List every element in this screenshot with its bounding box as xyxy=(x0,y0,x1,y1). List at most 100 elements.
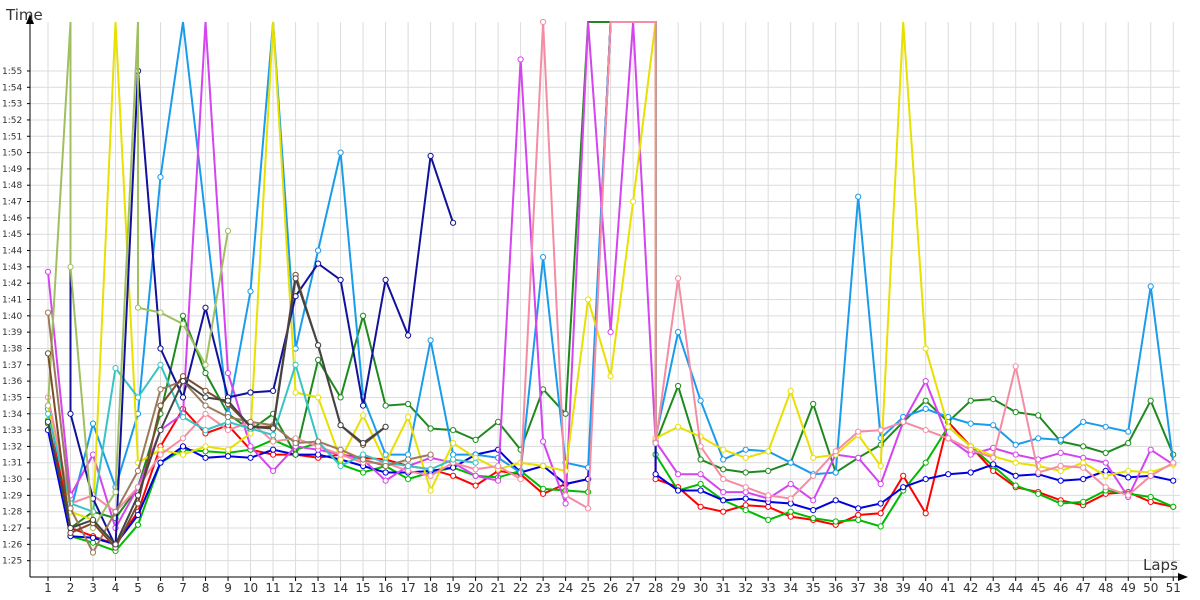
data-point xyxy=(157,361,164,368)
data-point xyxy=(292,451,299,458)
data-point xyxy=(562,500,569,507)
data-point xyxy=(652,440,659,447)
data-point xyxy=(67,263,74,270)
data-point xyxy=(472,459,479,466)
x-tick-label: 24 xyxy=(558,581,573,595)
series-line xyxy=(47,312,431,555)
x-tick-label: 3 xyxy=(89,581,97,595)
x-tick-label: 18 xyxy=(423,581,438,595)
y-tick-label: 1:31 xyxy=(2,459,22,469)
y-tick-label: 1:44 xyxy=(2,247,22,257)
y-tick-label: 1:28 xyxy=(2,508,22,518)
x-tick-label: 26 xyxy=(603,581,618,595)
y-tick-label: 1:25 xyxy=(2,557,22,567)
data-point xyxy=(675,382,682,390)
data-point xyxy=(44,410,52,417)
data-point xyxy=(495,418,502,425)
data-point xyxy=(360,456,367,463)
x-tick-label: 34 xyxy=(783,581,798,595)
data-point xyxy=(405,462,412,470)
data-point xyxy=(472,482,479,489)
x-tick-label: 43 xyxy=(986,581,1001,595)
x-tick-label: 8 xyxy=(202,581,210,595)
data-point xyxy=(134,304,142,311)
data-point xyxy=(900,484,907,491)
x-tick-label: 33 xyxy=(761,581,776,595)
data-point xyxy=(382,477,389,484)
data-point xyxy=(202,427,209,434)
data-point xyxy=(224,427,232,434)
data-point xyxy=(810,472,817,479)
x-tick-label: 20 xyxy=(468,581,483,595)
data-point xyxy=(1102,472,1109,479)
data-point xyxy=(765,467,772,474)
data-point xyxy=(787,459,794,466)
data-point xyxy=(179,443,187,450)
x-tick-label: 17 xyxy=(400,581,415,595)
x-tick-label: 42 xyxy=(963,581,978,595)
data-point xyxy=(67,524,74,532)
data-point xyxy=(134,521,142,528)
data-point xyxy=(270,446,277,453)
data-point xyxy=(1147,446,1154,453)
data-point xyxy=(382,423,389,430)
y-tick-label: 1:26 xyxy=(2,540,22,550)
series-9 xyxy=(44,361,479,515)
data-point xyxy=(562,492,569,499)
y-tick-label: 1:29 xyxy=(2,491,22,501)
series-11 xyxy=(44,21,232,532)
data-point xyxy=(427,487,434,494)
data-point xyxy=(382,451,389,458)
data-point xyxy=(877,500,884,507)
data-point xyxy=(877,523,884,530)
data-point xyxy=(112,508,119,515)
data-point xyxy=(405,400,412,408)
data-point xyxy=(405,413,412,421)
data-point xyxy=(337,394,344,401)
data-point xyxy=(1012,409,1019,416)
data-point xyxy=(270,438,277,445)
data-point xyxy=(1125,428,1132,435)
data-point xyxy=(697,471,704,478)
y-tick-label: 1:35 xyxy=(2,393,22,403)
data-point xyxy=(382,402,389,409)
data-point xyxy=(270,467,277,474)
data-point xyxy=(990,396,997,403)
data-point xyxy=(832,518,839,525)
y-tick-label: 1:54 xyxy=(2,83,22,93)
data-point xyxy=(675,471,682,478)
data-point xyxy=(945,435,952,442)
data-point xyxy=(1125,474,1132,481)
data-point xyxy=(720,508,727,515)
data-point xyxy=(360,440,367,447)
data-point xyxy=(742,495,749,502)
data-point xyxy=(540,386,547,393)
x-tick-label: 16 xyxy=(378,581,393,595)
data-point xyxy=(922,378,929,385)
data-point xyxy=(202,410,209,417)
data-point xyxy=(720,466,727,473)
x-tick-label: 12 xyxy=(288,581,303,595)
data-point xyxy=(247,288,254,295)
data-point xyxy=(427,451,434,458)
data-point xyxy=(202,394,209,401)
data-point xyxy=(292,440,299,447)
data-point xyxy=(855,505,862,512)
y-tick-label: 1:52 xyxy=(2,116,22,126)
data-point xyxy=(292,275,299,282)
data-point xyxy=(855,428,862,435)
data-point xyxy=(157,174,164,181)
data-point xyxy=(922,510,929,517)
data-point xyxy=(224,369,232,377)
x-tick-label: 40 xyxy=(918,581,933,595)
data-point xyxy=(405,332,412,339)
data-point xyxy=(382,462,389,470)
x-tick-label: 13 xyxy=(310,581,325,595)
y-tick-label: 1:39 xyxy=(2,328,22,338)
x-tick-label: 31 xyxy=(716,581,731,595)
x-tick-label: 1 xyxy=(44,581,52,595)
data-point xyxy=(44,268,52,275)
data-point xyxy=(1012,459,1019,466)
y-tick-label: 1:47 xyxy=(2,198,22,208)
